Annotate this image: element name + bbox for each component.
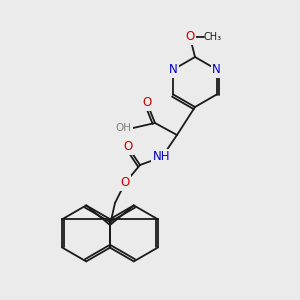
Text: O: O xyxy=(185,31,195,44)
Text: CH₃: CH₃ xyxy=(204,32,222,42)
Text: N: N xyxy=(212,63,221,76)
Text: N: N xyxy=(169,63,178,76)
Text: O: O xyxy=(120,176,130,190)
Text: O: O xyxy=(123,140,133,154)
Text: NH: NH xyxy=(153,151,171,164)
Text: OH: OH xyxy=(115,123,131,133)
Text: O: O xyxy=(142,97,152,110)
